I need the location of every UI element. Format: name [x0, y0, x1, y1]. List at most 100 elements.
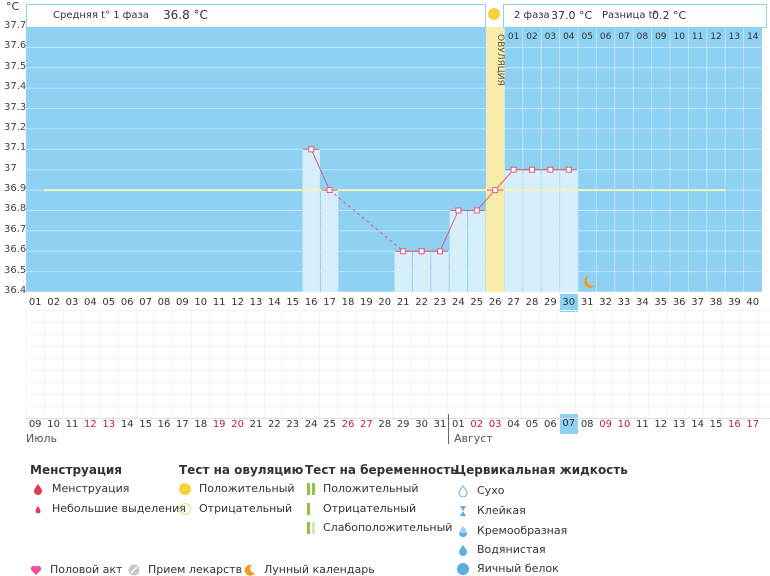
cycle-day-label[interactable]: 22 [415, 297, 428, 308]
phase2-day-label: 08 [637, 32, 649, 42]
date-label[interactable]: 11 [636, 419, 649, 430]
legend-ovulation-negative: Отрицательный [179, 502, 292, 515]
cycle-day-label[interactable]: 31 [580, 297, 594, 308]
cycle-day-label[interactable]: 38 [709, 297, 723, 308]
date-label[interactable]: 26 [341, 419, 355, 430]
cycle-day-label[interactable]: 07 [139, 297, 152, 308]
cycle-day-label[interactable]: 29 [544, 297, 557, 308]
date-label[interactable]: 17 [746, 419, 760, 430]
date-label[interactable]: 14 [691, 419, 704, 430]
difference-value: 0.2 °C [652, 9, 687, 22]
cycle-day-label[interactable]: 03 [65, 297, 79, 308]
date-label[interactable]: 01 [452, 419, 465, 430]
date-label[interactable]: 14 [120, 419, 134, 430]
cycle-day-label[interactable]: 25 [470, 297, 484, 308]
cycle-day-label[interactable]: 33 [617, 297, 631, 308]
temperature-point [437, 248, 443, 255]
cycle-day-label[interactable]: 18 [341, 297, 355, 308]
legend-pregnancy-title: Тест на беременность [305, 463, 458, 477]
date-label[interactable]: 22 [268, 419, 281, 430]
date-label[interactable]: 12 [84, 419, 97, 430]
cycle-day-label[interactable]: 01 [28, 297, 42, 308]
legend-spotting: Небольшие выделения [32, 502, 186, 515]
date-label[interactable]: 21 [249, 419, 263, 430]
cycle-day-label[interactable]: 12 [231, 297, 244, 308]
date-label[interactable]: 02 [470, 419, 484, 430]
date-label[interactable]: 09 [599, 419, 612, 430]
date-label[interactable]: 11 [65, 419, 79, 430]
date-label[interactable]: 20 [231, 419, 244, 430]
date-label[interactable]: 19 [212, 419, 226, 430]
cycle-day-label[interactable]: 28 [525, 297, 539, 308]
cycle-day-label[interactable]: 20 [378, 297, 392, 308]
cycle-day-label[interactable]: 34 [636, 297, 649, 308]
temperature-point [455, 207, 462, 214]
legend-egg-white: Яичный белок [457, 562, 559, 575]
cycle-day-label[interactable]: 27 [507, 297, 520, 308]
y-tick-label: 36.4 [4, 285, 27, 296]
date-label[interactable]: 27 [360, 419, 373, 430]
cycle-day-label[interactable]: 21 [396, 297, 410, 308]
cycle-day-label[interactable]: 04 [84, 297, 97, 308]
legend-cervical-title: Цервикальная жидкость [455, 463, 628, 477]
cycle-day-label[interactable]: 10 [194, 297, 208, 308]
temperature-chart: ОВУЛЯЦИЯ 01 02 03 04 05 06 07 08 09 10 11 12 13 14 [26, 26, 762, 293]
date-label[interactable]: 13 [102, 419, 116, 430]
date-label[interactable]: 18 [194, 419, 208, 430]
difference-label: Разница t° [602, 10, 658, 21]
date-label[interactable]: 13 [672, 419, 686, 430]
date-label[interactable]: 04 [507, 419, 520, 430]
cycle-day-label[interactable]: 08 [157, 297, 171, 308]
cycle-day-label[interactable]: 40 [746, 297, 760, 308]
cycle-day-label[interactable]: 16 [304, 297, 318, 308]
date-label[interactable]: 08 [580, 419, 594, 430]
ovulation-sun-icon [488, 8, 500, 20]
ovulation-label: ОВУЛЯЦИЯ [495, 34, 505, 86]
cycle-day-label[interactable]: 02 [47, 297, 60, 308]
cycle-day-label[interactable]: 13 [249, 297, 263, 308]
date-label[interactable]: 25 [323, 419, 336, 430]
date-label[interactable]: 12 [654, 419, 668, 430]
current-date[interactable]: 07 [559, 414, 578, 434]
cycle-day-label[interactable]: 24 [452, 297, 465, 308]
date-label[interactable]: 24 [304, 419, 318, 430]
y-tick-label: 36.8 [4, 203, 27, 215]
date-label[interactable]: 09 [28, 419, 42, 430]
cycle-day-label[interactable]: 06 [120, 297, 134, 308]
legend-sticky: Клейкая [457, 504, 526, 517]
phase2-day-label: 05 [581, 32, 592, 42]
cycle-day-label[interactable]: 19 [360, 297, 373, 308]
date-label[interactable]: 17 [176, 419, 189, 430]
cycle-day-label[interactable]: 36 [672, 297, 686, 308]
date-label[interactable]: 15 [709, 419, 723, 430]
cycle-day-label[interactable]: 39 [728, 297, 741, 308]
cycle-day-label[interactable]: 15 [286, 297, 300, 308]
legend-creamy: Кремообразная [457, 524, 567, 537]
current-cycle-day[interactable]: 30 [559, 294, 578, 312]
y-tick-label: 37.6 [4, 40, 27, 52]
cycle-day-label[interactable]: 14 [268, 297, 281, 308]
cycle-day-label[interactable]: 11 [212, 297, 226, 308]
date-label[interactable]: 23 [286, 419, 300, 430]
date-label[interactable]: 05 [525, 419, 539, 430]
cycle-day-label[interactable]: 26 [488, 297, 502, 308]
date-label[interactable]: 15 [139, 419, 152, 430]
cycle-day-label[interactable]: 05 [102, 297, 116, 308]
date-label[interactable]: 31 [433, 419, 447, 430]
date-label[interactable]: 10 [47, 419, 60, 430]
date-label[interactable]: 06 [544, 419, 557, 430]
date-label[interactable]: 29 [396, 419, 410, 430]
date-label[interactable]: 28 [378, 419, 392, 430]
date-label[interactable]: 16 [157, 419, 171, 430]
cycle-day-label[interactable]: 17 [323, 297, 336, 308]
date-label[interactable]: 03 [488, 419, 502, 430]
cycle-day-label[interactable]: 23 [433, 297, 447, 308]
cycle-day-label[interactable]: 35 [654, 297, 668, 308]
temperature-point [400, 248, 407, 255]
date-label[interactable]: 16 [728, 419, 741, 430]
cycle-day-label[interactable]: 37 [691, 297, 704, 308]
date-label[interactable]: 30 [415, 419, 428, 430]
cycle-day-label[interactable]: 09 [176, 297, 189, 308]
cycle-day-label[interactable]: 32 [599, 297, 612, 308]
date-label[interactable]: 10 [617, 419, 631, 430]
